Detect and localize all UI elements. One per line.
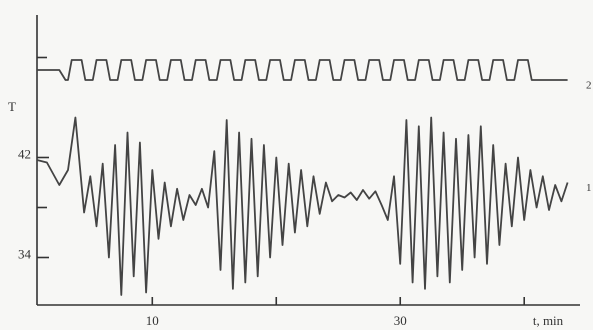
line-series (36, 116, 569, 296)
x-tick-label: 10 (146, 313, 159, 328)
y-tick-label: 42 (18, 146, 31, 161)
series-label: 2 (586, 80, 592, 92)
y-axis-label: T (8, 99, 16, 114)
series-label: 1 (586, 182, 592, 194)
y-tick-label: 34 (18, 246, 32, 261)
x-axis-label: t, min (533, 313, 564, 328)
x-tick-label: 30 (394, 313, 407, 328)
line-series (37, 59, 568, 81)
